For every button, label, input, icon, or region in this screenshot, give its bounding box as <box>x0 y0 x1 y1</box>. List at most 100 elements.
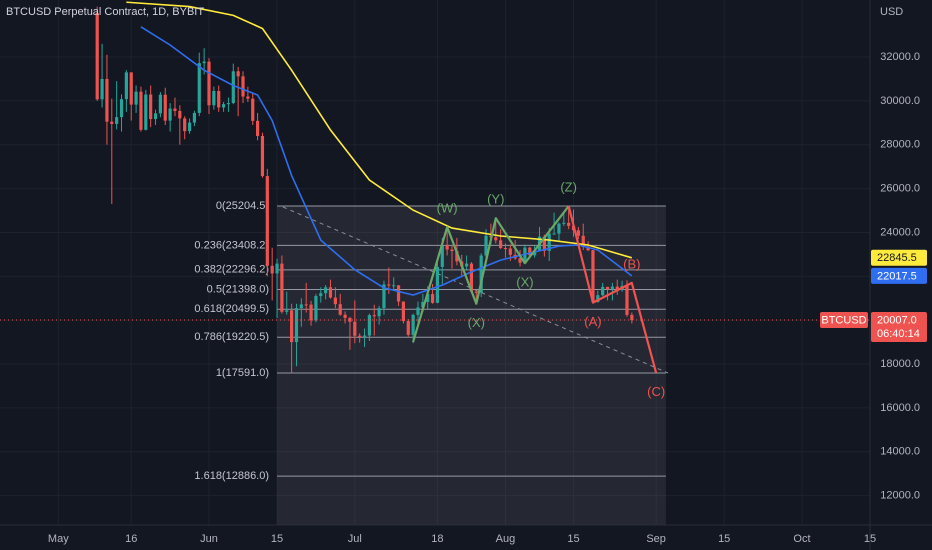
wave-label: (B) <box>623 256 640 271</box>
fib-label: 0.5(21398.0) <box>207 283 269 295</box>
candle-body <box>197 63 201 113</box>
candle-body <box>348 317 352 322</box>
wave-label: (C) <box>647 384 665 399</box>
candle-body <box>630 314 634 321</box>
fib-label: 0.786(19220.5) <box>194 331 269 343</box>
wave-line <box>412 205 570 343</box>
candle-body <box>353 321 357 336</box>
x-tick-label: Aug <box>496 533 516 545</box>
fib-zone <box>277 206 666 525</box>
candle-body <box>377 308 381 317</box>
candle-body <box>236 71 240 77</box>
y-tick-label: 12000.0 <box>880 490 920 502</box>
x-tick-label: Jul <box>348 533 362 545</box>
y-tick-label: 14000.0 <box>880 446 920 458</box>
candle-body <box>270 265 274 274</box>
candle-body <box>241 76 245 97</box>
trend-line <box>282 206 669 374</box>
x-tick-label: 15 <box>271 533 283 545</box>
countdown: 06:40:14 <box>877 328 920 340</box>
candle-body <box>105 78 109 122</box>
candle-body <box>426 294 430 302</box>
candle-body <box>416 307 420 315</box>
candle-body <box>440 245 444 267</box>
candle-body <box>625 285 629 315</box>
candle-body <box>173 108 177 111</box>
y-tick-label: 16000.0 <box>880 402 920 414</box>
candle-body <box>217 91 221 108</box>
chart-title: BTCUSD Perpetual Contract, 1D, BYBIT <box>6 6 204 18</box>
candle-body <box>547 233 551 251</box>
candle-body <box>503 248 508 250</box>
candle-body <box>202 61 206 64</box>
candle-body <box>455 251 459 262</box>
last-price-badge <box>871 312 927 343</box>
candle-body <box>591 250 595 302</box>
candle-body <box>601 286 605 296</box>
x-tick-label: Jun <box>200 533 218 545</box>
x-tick-label: 18 <box>431 533 443 545</box>
candle-body <box>567 222 571 226</box>
candle-body <box>474 291 478 293</box>
wave-label: (X) <box>516 275 533 290</box>
ma-badge <box>871 267 927 284</box>
candle-body <box>382 284 386 309</box>
candle-body <box>557 223 561 234</box>
y-tick-label: 24000.0 <box>880 226 920 238</box>
candle-body <box>192 112 197 123</box>
y-tick-label: 28000.0 <box>880 139 920 151</box>
candle-body <box>338 304 342 315</box>
candle-body <box>372 315 376 317</box>
fib-label: 0.618(20499.5) <box>194 303 269 315</box>
candle-body <box>212 91 216 106</box>
candle-body <box>518 258 522 263</box>
x-tick-label: Sep <box>646 533 666 545</box>
fib-label: 0.382(22296.2) <box>194 264 269 276</box>
wave-label: (W) <box>437 200 458 215</box>
currency: USD <box>880 6 903 18</box>
candle-body <box>168 108 172 121</box>
symbol-label: BTCUSD <box>821 314 866 326</box>
candle-body <box>183 118 187 132</box>
candle-body <box>265 176 269 266</box>
candle-body <box>610 286 615 290</box>
last-price-label: 20007.0 <box>877 314 917 326</box>
candle-body <box>562 222 566 224</box>
candle-body <box>324 287 328 294</box>
candle-body <box>596 295 600 302</box>
candle-body <box>581 235 585 247</box>
candle-body <box>187 122 192 132</box>
candle-body <box>290 310 294 343</box>
wave-line <box>567 205 658 374</box>
candles <box>95 6 634 373</box>
candle-body <box>576 230 580 236</box>
candle-body <box>255 120 260 136</box>
candle-body <box>246 96 250 99</box>
x-tick-label: 15 <box>864 533 876 545</box>
y-tick-label: 32000.0 <box>880 51 920 63</box>
y-tick-label: 26000.0 <box>880 183 920 195</box>
candle-body <box>119 99 124 118</box>
candle-body <box>421 301 425 308</box>
candle-body <box>178 110 182 119</box>
candle-body <box>275 263 279 274</box>
candle-body <box>207 61 211 106</box>
wave-label: (Y) <box>487 192 504 207</box>
candle-body <box>615 286 619 291</box>
candle-body <box>314 296 318 321</box>
y-tick-label: 30000.0 <box>880 95 920 107</box>
fib-label: 0.236(23408.2) <box>194 239 269 251</box>
candle-body <box>343 314 347 318</box>
moving-averages <box>126 1 633 296</box>
fib-label: 1(17591.0) <box>216 367 269 379</box>
candle-body <box>430 294 435 303</box>
candle-body <box>95 13 99 100</box>
candle-body <box>387 284 391 286</box>
candle-body <box>328 287 333 298</box>
ma-badge-label: 22017.5 <box>877 270 917 282</box>
candle-body <box>144 94 148 130</box>
candle-body <box>542 236 546 251</box>
candle-body <box>231 71 235 104</box>
candle-body <box>508 248 512 255</box>
candle-body <box>406 321 410 335</box>
